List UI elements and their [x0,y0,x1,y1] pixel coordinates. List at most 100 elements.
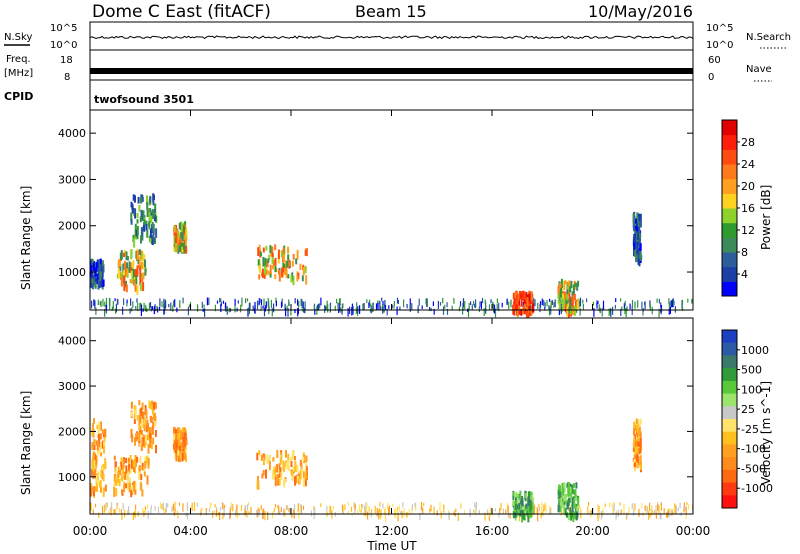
colorbar-swatch [722,252,737,268]
echo-cell [153,214,156,222]
echo-cell [143,219,146,226]
echo-cell [174,452,177,460]
echo-cell [154,430,157,437]
echo-cell [97,479,100,486]
echo-cell [96,483,99,492]
range-gate-cell [621,306,623,310]
echo-cell [147,423,150,431]
echo-cell [93,261,95,272]
echo-cell [290,470,293,476]
range-gate-cell [660,502,662,511]
range-gate-cell [508,301,510,310]
range-gate-cell [481,297,484,304]
echo-cell [125,465,128,474]
echo-cell [304,468,307,473]
range-gate-cell [634,301,636,309]
echo-cell [138,204,141,212]
range-gate-cell [660,512,662,520]
echo-cell [564,507,567,516]
echo-cell [637,429,640,437]
colorbar-tick-label: 12 [741,224,755,237]
range-gate-cell [655,512,657,519]
echo-cell [264,258,267,268]
x-tick-label: 16:00 [475,524,510,538]
echo-cell [104,458,107,466]
echo-cell [281,268,284,278]
range-gate-cell [159,298,161,307]
colorbar-swatch [722,469,737,484]
echo-cell [132,260,135,269]
echo-cell [519,509,522,517]
range-gate-cell [484,512,486,521]
range-gate-cell [644,301,646,310]
range-gate-cell [592,301,594,306]
range-gate-cell [612,508,614,515]
range-gate-cell [624,307,626,315]
echo-cell [563,500,566,505]
echo-cell [144,268,147,276]
range-gate-cell [471,304,473,310]
echo-cell [565,298,568,304]
range-gate-cell [530,304,532,311]
echo-cell [177,450,180,456]
echo-cell [268,254,271,261]
time-axis-ticks: 00:00 04:00 08:00 12:00 16:00 20:00 00:00 [73,524,711,538]
echo-cell [567,482,570,490]
echo-cell [102,487,105,497]
x-tick-label: 20:00 [575,524,610,538]
echo-cell [93,469,96,479]
echo-cell [118,478,121,487]
echo-cell [184,427,186,433]
echo-cell [637,232,639,241]
echo-cell [151,224,153,234]
echo-cell [520,293,523,299]
echo-cell [180,239,183,249]
range-gate-cell [240,304,242,310]
range-gate-cell [396,306,398,315]
echo-cell [287,465,290,472]
range-gate-cell [415,504,417,511]
echo-cell [528,491,531,500]
echo-cell [148,212,151,221]
range-gate-cell [439,502,441,511]
echo-cell [276,449,279,459]
range-gate-cell [437,300,439,309]
range-gate-cell [388,305,390,309]
range-gate-cell [609,502,611,508]
range-gate-cell [402,502,404,508]
echo-cell [634,231,637,241]
echo-cell [139,267,142,278]
echo-cell [182,242,185,250]
echo-cell [564,291,567,299]
range-gate-cell [543,508,545,517]
range-gate-cell [380,306,382,310]
range-gate-cell [375,303,378,310]
echo-cell [531,502,534,508]
echo-cell [262,256,265,267]
echo-cell [138,437,141,447]
range-gate-cell [548,306,551,316]
range-gate-cell [341,308,343,315]
echo-cell [151,237,154,245]
echo-cell [147,458,150,466]
echo-cell [151,209,154,216]
range-gate-cell [368,506,370,511]
range-gate-cell [440,511,442,519]
range-gate-cell [208,508,211,512]
echo-cell [97,445,99,456]
echo-cell [134,464,137,474]
echo-cell [282,247,285,254]
echo-cell [100,271,102,278]
range-gate-cell [272,511,274,519]
echo-cell [526,309,528,318]
range-gate-cell [103,504,106,513]
echo-cell [512,494,515,501]
echo-cell [121,489,123,494]
echo-cell [291,474,294,481]
echo-cell [182,436,185,445]
range-gate-cell [656,298,658,303]
range-gate-cell [444,304,446,309]
range-gate-cell [397,512,399,522]
echo-cell [91,271,94,281]
range-gate-cell [681,300,684,306]
